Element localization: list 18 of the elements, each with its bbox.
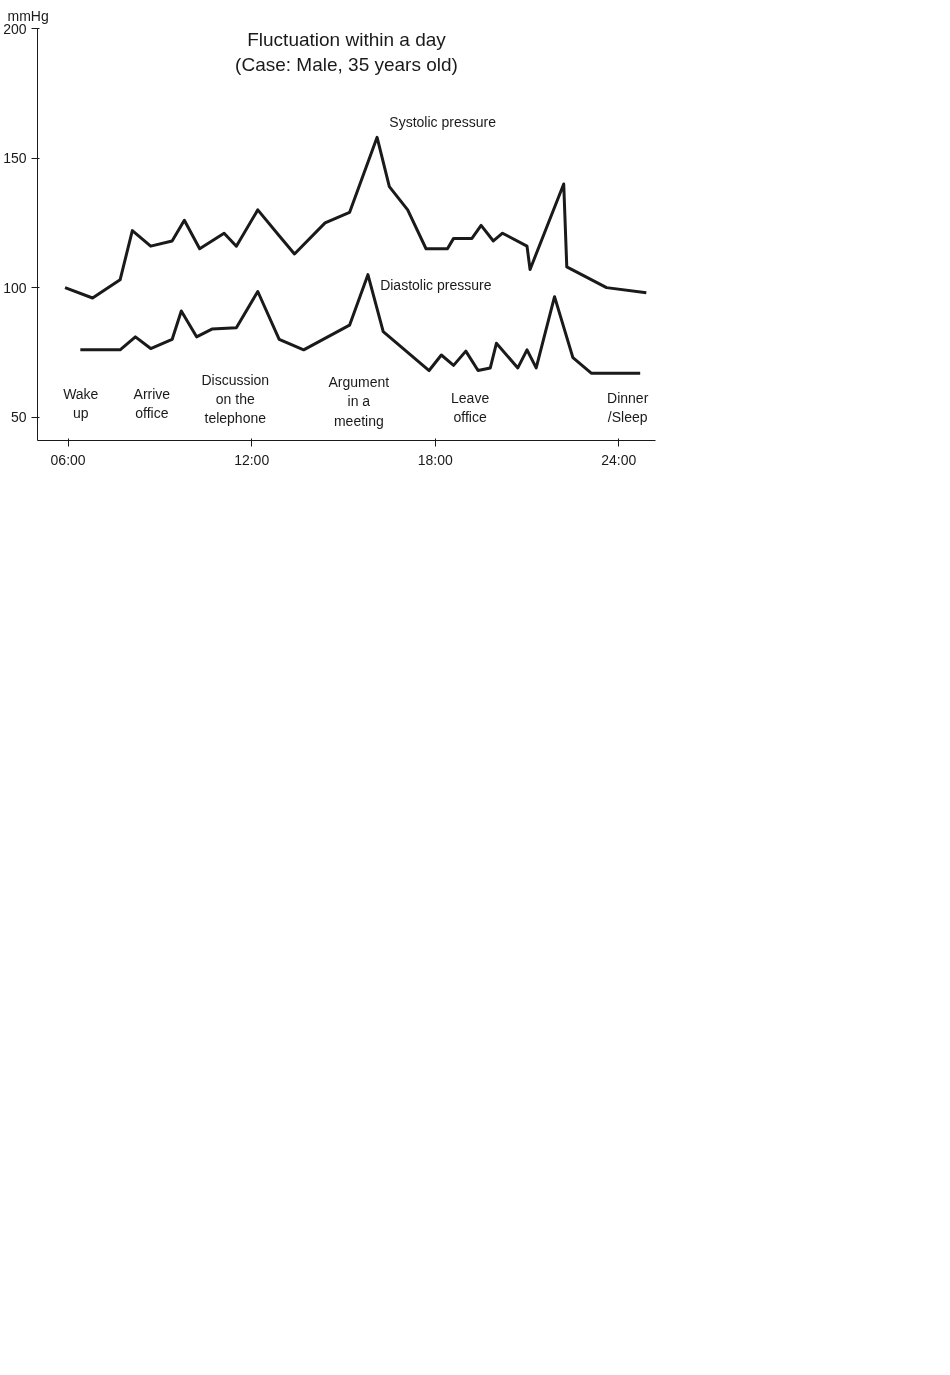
y-tick-label: 150 bbox=[3, 150, 27, 167]
series-label: Systolic pressure bbox=[389, 113, 497, 130]
line-series bbox=[63, 135, 648, 300]
annotation: Discussion on the telephone bbox=[201, 372, 270, 427]
annotation: Wake up bbox=[63, 385, 99, 422]
annotation: Arrive office bbox=[133, 385, 171, 422]
x-tick-label: 12:00 bbox=[234, 451, 270, 468]
line-series bbox=[78, 273, 642, 375]
x-tick-label: 06:00 bbox=[50, 451, 86, 468]
text: Fluctuation within a day (Case: Male, 35 years old) bbox=[235, 28, 458, 75]
y-tick-label: 50 bbox=[10, 409, 27, 426]
x-tick-label: 18:00 bbox=[417, 451, 453, 468]
annotation: Argument in a meeting bbox=[328, 374, 390, 429]
annotation: Dinner /Sleep bbox=[607, 389, 649, 426]
series-label: Diastolic pressure bbox=[380, 277, 492, 294]
x-tick-label: 24:00 bbox=[601, 451, 637, 468]
y-tick-label: 100 bbox=[3, 279, 27, 296]
annotation: Leave office bbox=[451, 389, 490, 426]
